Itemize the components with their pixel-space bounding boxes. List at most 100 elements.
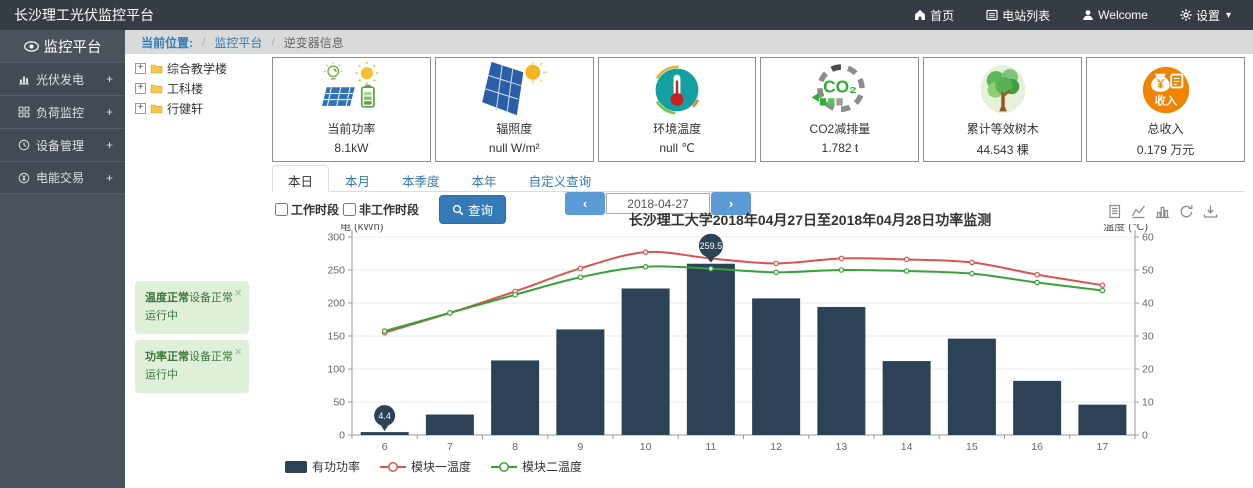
legend-line-swatch bbox=[491, 461, 518, 472]
tree-expand-icon[interactable] bbox=[135, 83, 146, 94]
breadcrumb-link-platform[interactable]: 监控平台 bbox=[214, 35, 263, 50]
svg-text:60: 60 bbox=[1142, 232, 1154, 244]
non-working-hours-checkbox[interactable] bbox=[343, 203, 357, 216]
co2-icon: CO₂ bbox=[811, 64, 865, 112]
nav-welcome-label: Welcome bbox=[1098, 8, 1148, 22]
search-icon bbox=[452, 204, 464, 215]
caret-down-icon: ▾ bbox=[1225, 9, 1231, 21]
stat-label: CO2减排量 bbox=[809, 122, 871, 136]
stat-card-irradiance: 辐照度 null W/m² bbox=[434, 57, 594, 162]
toast-temperature-normal: 温度正常设备正常运行中 × bbox=[135, 281, 249, 335]
stat-value: 44.543 棵 bbox=[976, 143, 1029, 157]
folder-icon bbox=[150, 104, 163, 114]
nav-settings[interactable]: 设置 ▾ bbox=[1180, 7, 1231, 24]
tree-expand-icon[interactable] bbox=[135, 103, 146, 114]
checkbox-working-hours[interactable]: 工作时段 bbox=[275, 201, 339, 218]
next-day-button[interactable]: › bbox=[711, 192, 751, 215]
date-input[interactable] bbox=[606, 193, 710, 214]
tab-today[interactable]: 本日 bbox=[272, 165, 330, 192]
svg-text:10: 10 bbox=[1142, 397, 1154, 409]
building-tree: 综合教学楼 工科楼 行健轩 bbox=[135, 60, 227, 120]
svg-text:7: 7 bbox=[447, 441, 453, 453]
svg-text:259.5: 259.5 bbox=[700, 241, 723, 251]
folder-icon bbox=[150, 84, 163, 94]
legend-item[interactable]: 模块一温度 bbox=[380, 458, 471, 475]
svg-text:电 (kWh): 电 (kWh) bbox=[340, 224, 383, 233]
stat-label: 环境温度 bbox=[653, 122, 702, 136]
checkbox-non-working-hours[interactable]: 非工作时段 bbox=[343, 201, 419, 218]
sidebar-title-label: 监控平台 bbox=[43, 39, 102, 56]
gear-icon bbox=[1180, 9, 1192, 21]
tab-month[interactable]: 本月 bbox=[345, 175, 371, 189]
legend-label: 有功功率 bbox=[312, 460, 361, 474]
line-chart-icon[interactable] bbox=[1131, 204, 1146, 219]
svg-text:11: 11 bbox=[705, 441, 716, 453]
svg-text:50: 50 bbox=[333, 397, 345, 409]
top-navbar: 长沙理工光伏监控平台 首页 电站列表 Welcome 设置 ▾ bbox=[0, 0, 1253, 30]
svg-text:250: 250 bbox=[327, 265, 345, 277]
svg-text:10: 10 bbox=[640, 441, 652, 453]
navbar-menu: 首页 电站列表 Welcome 设置 ▾ bbox=[914, 7, 1253, 24]
close-icon[interactable]: × bbox=[234, 344, 242, 359]
bar-chart-icon[interactable] bbox=[1155, 204, 1170, 219]
sidebar-item-label: 电能交易 bbox=[36, 171, 85, 185]
legend-item[interactable]: 有功功率 bbox=[285, 458, 360, 475]
chart-toolbar bbox=[1107, 204, 1218, 219]
svg-text:40: 40 bbox=[1142, 298, 1154, 310]
stat-card-total-income: 收入 总收入 0.179 万元 bbox=[1086, 57, 1245, 162]
svg-text:9: 9 bbox=[577, 441, 583, 453]
tree-item-building-1[interactable]: 综合教学楼 bbox=[135, 60, 227, 77]
legend-item[interactable]: 模块二温度 bbox=[491, 458, 582, 475]
download-icon[interactable] bbox=[1203, 204, 1218, 219]
yen-icon bbox=[18, 172, 30, 183]
sidebar-title: 监控平台 bbox=[0, 30, 125, 62]
stat-label: 总收入 bbox=[1147, 122, 1184, 136]
dataview-icon[interactable] bbox=[1107, 204, 1122, 219]
legend-label: 模块一温度 bbox=[411, 460, 472, 474]
power-chart-canvas[interactable]: 0 50 100 150 200 250 300 0 10 20 30 40 50 60 6 7 8 9 10 11 1… bbox=[272, 224, 1247, 459]
svg-text:13: 13 bbox=[836, 441, 848, 453]
close-icon[interactable]: × bbox=[234, 285, 242, 300]
irradiance-icon bbox=[482, 61, 547, 116]
restore-icon[interactable] bbox=[1179, 204, 1194, 219]
clock-icon bbox=[18, 139, 30, 151]
tab-quarter[interactable]: 本季度 bbox=[402, 175, 440, 189]
tree-item-building-3[interactable]: 行健轩 bbox=[135, 100, 227, 117]
expand-plus-icon: + bbox=[105, 105, 113, 119]
breadcrumb-separator: / bbox=[271, 35, 275, 49]
breadcrumb-separator: / bbox=[202, 35, 206, 49]
search-button[interactable]: 查询 bbox=[439, 195, 507, 224]
eye-icon bbox=[23, 40, 39, 52]
sidebar-item-energy-trading[interactable]: 电能交易 + bbox=[0, 161, 125, 194]
tree-icon bbox=[980, 65, 1026, 114]
sidebar-item-pv-generation[interactable]: 光伏发电 + bbox=[0, 62, 125, 95]
sidebar-item-device-management[interactable]: 设备管理 + bbox=[0, 128, 125, 161]
svg-text:100: 100 bbox=[327, 364, 345, 376]
svg-text:16: 16 bbox=[1031, 441, 1043, 453]
thermometer-icon bbox=[652, 65, 702, 115]
nav-welcome[interactable]: Welcome bbox=[1082, 8, 1148, 22]
tab-year[interactable]: 本年 bbox=[471, 175, 497, 189]
tree-item-label: 行健轩 bbox=[167, 102, 204, 116]
nav-home[interactable]: 首页 bbox=[914, 7, 954, 24]
sidebar-item-load-monitoring[interactable]: 负荷监控 + bbox=[0, 95, 125, 128]
working-hours-checkbox[interactable] bbox=[275, 203, 288, 216]
tree-item-building-2[interactable]: 工科楼 bbox=[135, 80, 227, 97]
stat-value: 8.1kW bbox=[334, 141, 369, 155]
bar-chart-icon bbox=[19, 76, 29, 85]
svg-text:4.4: 4.4 bbox=[378, 411, 391, 421]
tree-expand-icon[interactable] bbox=[135, 63, 146, 74]
tab-custom-query[interactable]: 自定义查询 bbox=[528, 175, 592, 189]
home-icon bbox=[915, 10, 926, 20]
svg-text:300: 300 bbox=[327, 232, 345, 244]
breadcrumb: 当前位置: / 监控平台 / 逆变器信息 bbox=[125, 30, 1253, 54]
list-icon bbox=[986, 9, 998, 21]
user-icon bbox=[1083, 10, 1093, 20]
nav-station-list[interactable]: 电站列表 bbox=[986, 7, 1050, 24]
tree-item-label: 工科楼 bbox=[167, 82, 204, 96]
svg-text:17: 17 bbox=[1097, 441, 1109, 453]
svg-text:6: 6 bbox=[382, 441, 388, 453]
svg-text:温度 (℃): 温度 (℃) bbox=[1103, 224, 1148, 233]
svg-text:150: 150 bbox=[327, 331, 345, 343]
prev-day-button[interactable]: ‹ bbox=[565, 192, 605, 215]
